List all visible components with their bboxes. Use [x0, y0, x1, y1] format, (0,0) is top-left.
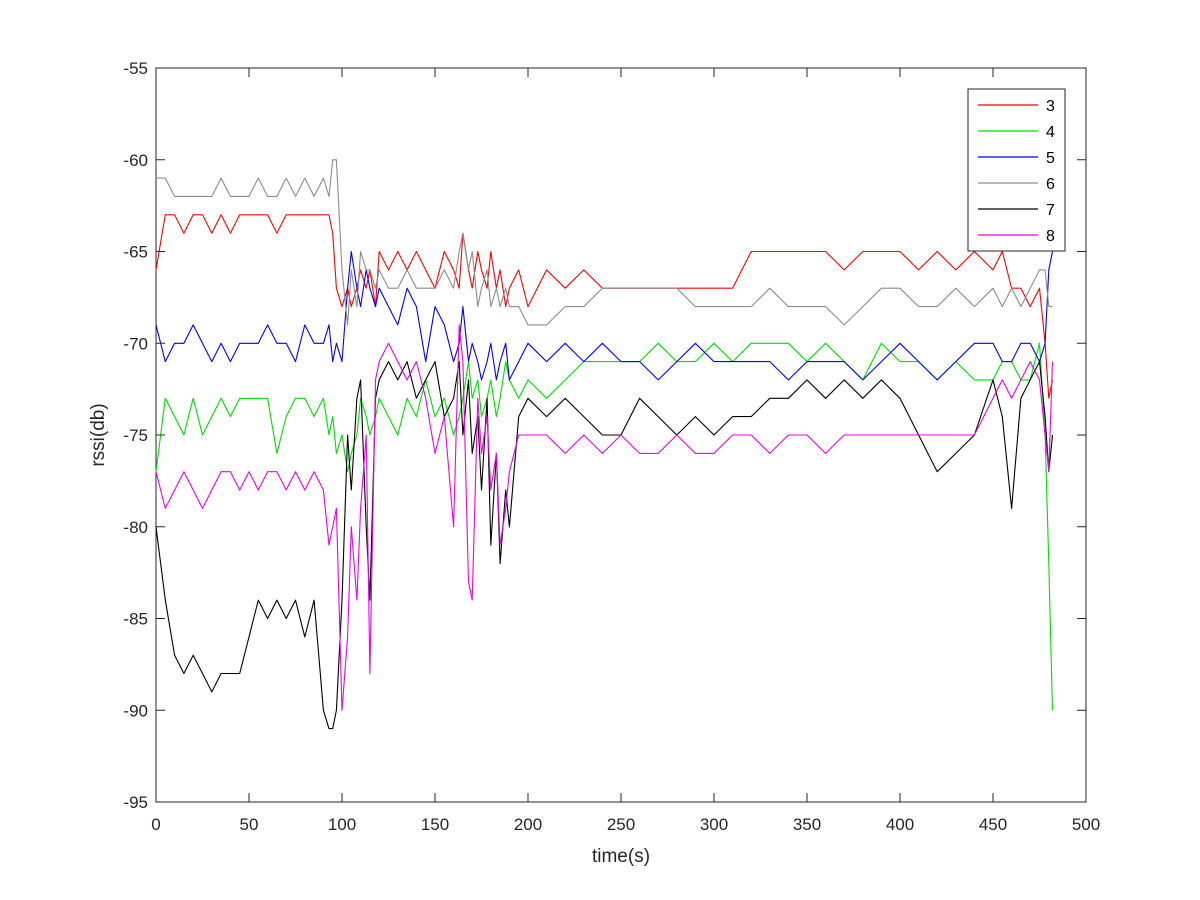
legend-label-7: 7 — [1046, 202, 1055, 219]
x-tick-label: 300 — [700, 815, 728, 834]
legend-label-6: 6 — [1046, 176, 1055, 193]
y-tick-label: -85 — [123, 610, 148, 629]
legend-box — [967, 88, 1066, 252]
y-tick-label: -70 — [123, 334, 148, 353]
x-tick-label: 100 — [328, 815, 356, 834]
legend-label-8: 8 — [1046, 228, 1055, 245]
series-line-6 — [156, 159, 1053, 326]
y-tick-label: -65 — [123, 243, 148, 262]
y-tick-label: -95 — [123, 793, 148, 812]
legend-label-4: 4 — [1046, 124, 1055, 141]
series-layer — [155, 159, 1054, 730]
legend-label-5: 5 — [1046, 150, 1055, 167]
x-axis-title: time(s) — [592, 846, 650, 867]
legend: 3 4 5 6 7 8 — [967, 88, 1066, 252]
y-tick-label: -80 — [123, 518, 148, 537]
y-tick-label: -60 — [123, 151, 148, 170]
y-axis-title: rssi(db) — [88, 403, 109, 466]
series-line-5 — [155, 250, 1054, 381]
x-tick-label: 350 — [793, 815, 821, 834]
y-tick-label: -55 — [123, 59, 148, 78]
x-tick-label: 0 — [151, 815, 160, 834]
x-tick-label: 500 — [1072, 815, 1100, 834]
series-line-3 — [155, 214, 1054, 399]
x-tick-label: 250 — [607, 815, 635, 834]
y-tick-label: -90 — [123, 701, 148, 720]
x-tick-label: 400 — [886, 815, 914, 834]
legend-label-3: 3 — [1046, 98, 1055, 115]
tick-layer: 0 50 100 150 200 250 300 350 400 450 500 -95 -90 -85 -… — [123, 59, 1100, 834]
y-tick-label: -75 — [123, 426, 148, 445]
x-tick-label: 450 — [979, 815, 1007, 834]
series-line-4 — [155, 342, 1054, 711]
x-tick-label: 50 — [240, 815, 259, 834]
x-tick-label: 150 — [421, 815, 449, 834]
x-tick-label: 200 — [514, 815, 542, 834]
series-line-7 — [155, 361, 1054, 730]
series-line-8 — [155, 324, 1054, 711]
